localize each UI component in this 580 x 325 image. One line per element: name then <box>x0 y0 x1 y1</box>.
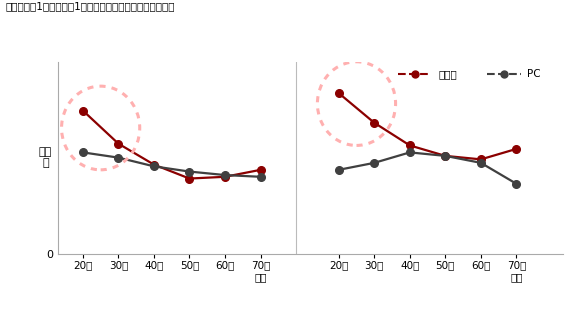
Text: 20〜30代ではスマホの検索がPCを上回る: 20〜30代ではスマホの検索がPCを上回る <box>158 26 352 41</box>
Text: 男性: 男性 <box>172 277 187 290</box>
Text: スマホ: スマホ <box>438 69 457 79</box>
Text: 女性: 女性 <box>425 277 440 290</box>
Text: PC: PC <box>527 69 541 79</box>
Text: 【調査結果1】ユーザー1人あたりのデバイス別平均検索数: 【調査結果1】ユーザー1人あたりのデバイス別平均検索数 <box>6 2 175 12</box>
Text: 検索
数: 検索 数 <box>39 147 52 168</box>
